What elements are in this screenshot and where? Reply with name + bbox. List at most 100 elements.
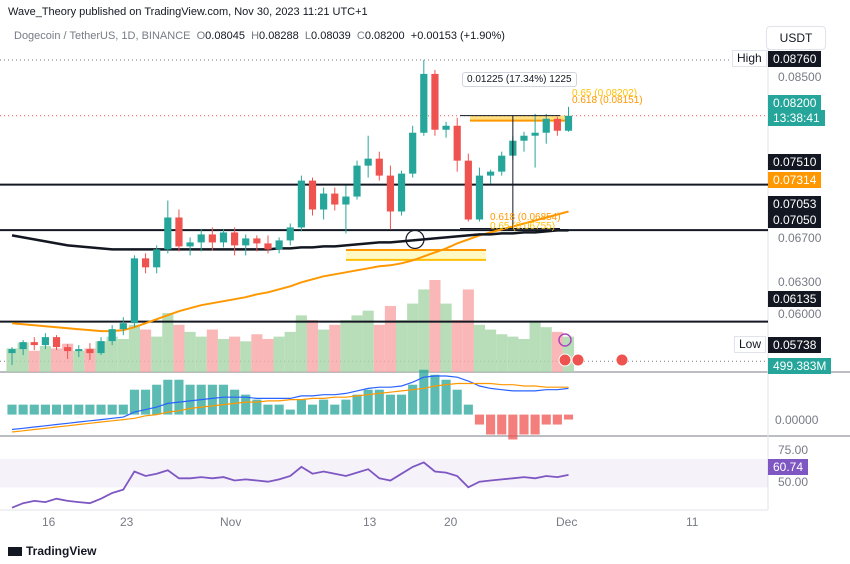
x-tick: 11	[686, 515, 699, 529]
volume-bar	[273, 336, 285, 372]
event-flag-icon	[571, 353, 585, 367]
rsi-50-tick: 50.00	[778, 475, 809, 489]
candle-body	[8, 349, 16, 354]
volume-bar	[84, 348, 96, 372]
macd-histogram-bar	[396, 394, 407, 415]
candle-body	[331, 193, 339, 205]
candle-body	[386, 175, 395, 212]
volume-bar	[217, 338, 230, 372]
candle-body	[442, 125, 450, 130]
macd-histogram-bar	[296, 399, 306, 415]
volume-bar	[473, 324, 486, 372]
candle-body	[52, 337, 61, 348]
low-price-tag: 0.05738	[768, 337, 822, 353]
price-tick: 0.06000	[778, 307, 822, 321]
ma50-line	[11, 210, 569, 333]
macd-histogram-bar	[552, 414, 562, 425]
candle-body	[531, 132, 539, 136]
macd-histogram-bar	[263, 404, 273, 415]
volume-bar	[418, 289, 430, 372]
high-value: 0.08288	[259, 30, 299, 42]
open-value: 0.08045	[205, 30, 245, 42]
chart-canvas[interactable]	[0, 48, 850, 518]
candle-body	[130, 258, 139, 324]
volume-bar	[106, 336, 118, 372]
macd-histogram-bar	[152, 384, 162, 415]
last-price-tag: 0.08200	[768, 95, 822, 111]
macd-histogram-bar	[319, 399, 329, 415]
candle-body	[297, 180, 305, 228]
ma200-tag: 0.07053	[768, 196, 822, 212]
candle-body	[231, 232, 239, 246]
candle-body	[175, 217, 183, 247]
ma-cross-marker	[405, 229, 425, 250]
macd-histogram-bar	[486, 414, 496, 435]
volume-bar	[395, 320, 408, 372]
candle-body	[219, 232, 228, 243]
macd-histogram-bar	[363, 389, 373, 415]
candle-body	[164, 217, 172, 250]
macd-histogram-bar	[430, 374, 440, 415]
candle-body	[19, 342, 27, 350]
macd-histogram-bar	[107, 404, 117, 415]
candle-body	[41, 337, 49, 346]
candle-body	[30, 342, 38, 346]
macd-histogram-bar	[541, 414, 551, 425]
volume-bar	[284, 331, 296, 372]
macd-histogram-bar	[341, 399, 351, 415]
candle-body	[197, 234, 205, 243]
macd-histogram-bar	[530, 414, 540, 435]
volume-bar	[407, 303, 419, 372]
symbol-name[interactable]: Dogecoin / TetherUS, 1D, BINANCE	[14, 30, 191, 42]
volume-bar	[295, 315, 307, 372]
fib-top-65-label: 0.65 (0.08202)	[572, 88, 638, 99]
macd-signal-line	[11, 382, 569, 433]
macd-histogram-bar	[307, 404, 318, 415]
x-tick: 13	[363, 515, 377, 529]
macd-histogram-bar	[385, 394, 395, 415]
event-marker-icon	[558, 333, 572, 347]
candle-body	[364, 158, 372, 166]
rsi-line	[11, 461, 569, 509]
resistance-tag: 0.07510	[768, 154, 822, 170]
measure-label: 0.01225 (17.34%) 1225	[462, 72, 577, 87]
macd-histogram-bar	[285, 409, 295, 415]
volume-bar	[318, 329, 330, 372]
candle-body	[397, 173, 406, 212]
volume-bar	[28, 350, 40, 372]
volume-bar	[429, 280, 441, 372]
x-tick: Dec	[556, 515, 578, 529]
macd-histogram-bar	[207, 384, 217, 415]
tradingview-logo[interactable]: TradingView	[8, 544, 96, 558]
candle-body	[520, 135, 528, 141]
volume-bar	[373, 324, 385, 372]
macd-histogram-bar	[563, 414, 574, 420]
volume-bar	[485, 329, 497, 372]
macd-histogram-bar	[7, 404, 17, 415]
volume-bar	[240, 341, 252, 372]
volume-bar	[162, 313, 174, 372]
candle-body	[242, 238, 250, 246]
rsi-value-tag: 60.74	[768, 459, 809, 475]
volume-bar	[329, 324, 341, 372]
macd-histogram-bar	[118, 404, 128, 415]
volume-bar	[39, 346, 51, 372]
macd-histogram-bar	[474, 414, 485, 425]
candle-body	[286, 227, 294, 241]
macd-histogram-bar	[140, 389, 151, 415]
x-tick: Nov	[220, 515, 242, 529]
volume-bar	[139, 329, 152, 372]
candle-body	[498, 155, 506, 172]
candle-body	[308, 180, 317, 210]
volume-bar	[95, 341, 107, 372]
countdown-tag: 13:38:41	[768, 110, 825, 126]
publisher-line: Wave_Theory published on TradingView.com…	[8, 6, 368, 18]
macd-histogram-bar	[129, 389, 139, 415]
volume-bar	[351, 315, 363, 372]
macd-histogram-bar	[519, 414, 529, 435]
volume-bar	[518, 338, 530, 372]
high-label: High	[732, 50, 767, 67]
candle-body	[564, 115, 573, 131]
macd-histogram-bar	[163, 379, 173, 415]
currency-button[interactable]: USDT	[766, 26, 826, 50]
